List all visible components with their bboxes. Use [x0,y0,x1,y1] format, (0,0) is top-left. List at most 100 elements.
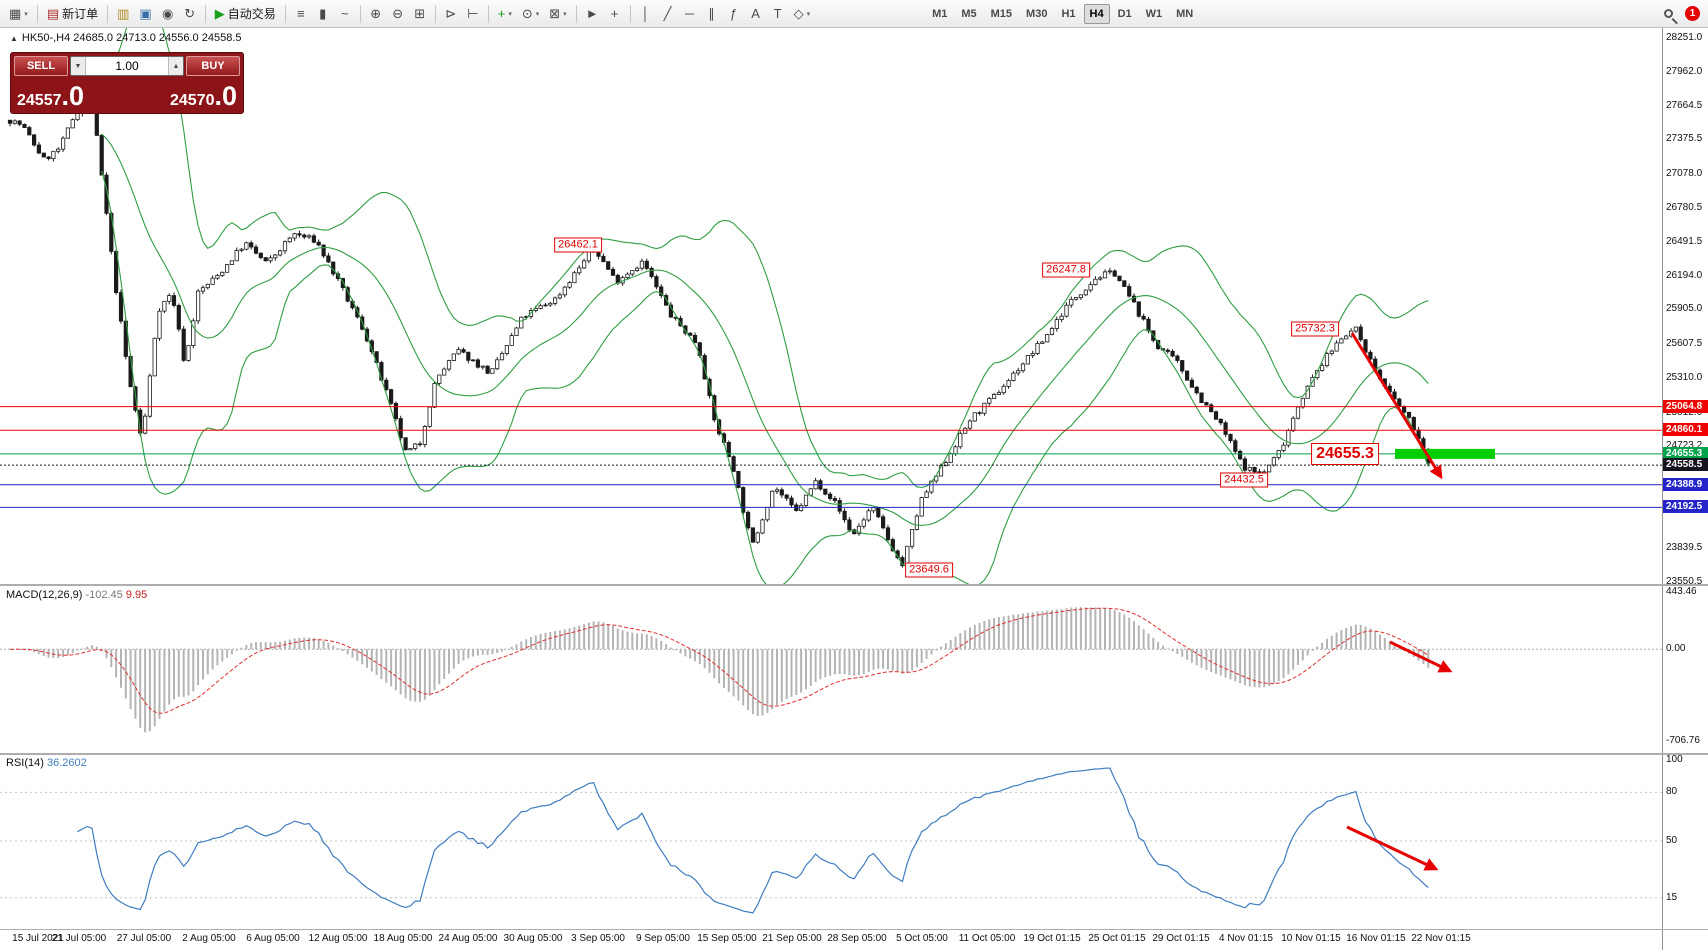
rsi-tick: 15 [1666,891,1678,903]
trade-panel-controls: SELL ▼ ▲ BUY [14,56,240,76]
horizontal-line-button[interactable]: ─ [680,3,700,25]
time-tick: 2 Aug 05:00 [182,933,236,944]
timeframe-h1-button[interactable]: H1 [1061,7,1076,20]
auto-trading-button[interactable]: ▶ 自动交易 [211,3,280,25]
time-tick: 21 Sep 05:00 [762,933,822,944]
volume-decrease-button[interactable]: ▼ [71,57,86,75]
price-tag-support: 24388.9 [1663,477,1708,491]
auto-scroll-button[interactable]: ⊳ [441,3,461,25]
zoom-out-button[interactable]: ⊖ [388,3,408,25]
indicators-button[interactable]: + ▾ [494,3,516,25]
search-button[interactable] [1658,3,1678,25]
market-watch-button[interactable]: ▣ [135,3,155,25]
time-tick: 25 Oct 01:15 [1088,933,1146,944]
refresh-icon: ↻ [184,6,196,21]
pane-separator-rsi[interactable] [0,753,1708,755]
sell-price[interactable]: 24557.0 [17,83,84,110]
templates-button[interactable]: ⊠ ▾ [545,3,570,25]
toolbar-separator [107,4,109,23]
time-tick: 3 Sep 05:00 [571,933,625,944]
toolbar-right: 1 [1657,0,1704,27]
main-toolbar: ▦ ▾ ▤ 新订单 ▥ ▣ ◉ ↻ ▶ 自动交易 ≡ ▮ ~ ⊕ ⊖ ⊞ ⊳ ⊢ + ▾ ⊙ ▾ ⊠ ▾ ► + │ ╱ ─ ∥ ƒ A T ◇ ▾… [0,0,1708,28]
profiles-icon: ▥ [117,6,130,21]
price-tick: 23550.5 [1666,575,1703,587]
zoom-in-icon: ⊕ [370,6,382,21]
text-label-button[interactable]: T [768,3,788,25]
toolbar-separator [284,4,286,23]
sell-button[interactable]: SELL [14,56,68,76]
cursor-button[interactable]: ► [582,3,603,25]
volume-input[interactable] [86,57,168,75]
channel-button[interactable]: ∥ [702,3,722,25]
panel-toggle-icon[interactable]: ▲ [10,33,18,43]
crosshair-button[interactable]: + [605,3,625,25]
new-order-button[interactable]: ▤ 新订单 [43,3,102,25]
time-tick: 10 Nov 01:15 [1281,933,1341,944]
timeframe-m1-button[interactable]: M1 [932,7,948,20]
trendline-icon: ╱ [663,6,672,21]
timeframe-mn-button[interactable]: MN [1176,7,1194,20]
price-axis[interactable]: 28251.0 27962.0 27664.5 27375.5 27078.0 26780… [1662,28,1708,950]
period-button[interactable]: ⊙ ▾ [518,3,543,25]
new-order-icon: ▤ [46,6,60,21]
timeframe-w1-button[interactable]: W1 [1145,7,1163,20]
buy-price-main: 24570 [169,92,215,109]
data-window-button[interactable]: ◉ [158,3,178,25]
horizontal-line-icon: ─ [684,6,695,21]
tile-windows-button[interactable]: ⊞ [410,3,430,25]
zoom-out-icon: ⊖ [392,6,404,21]
timeframe-d1-button[interactable]: D1 [1117,7,1132,20]
volume-increase-button[interactable]: ▲ [168,57,183,75]
buy-price[interactable]: 24570.0 [170,83,237,110]
chart-shift-button[interactable]: ⊢ [463,3,483,25]
text-icon: A [751,6,760,21]
chevron-down-icon: ▾ [563,10,567,18]
one-click-trading-panel: SELL ▼ ▲ BUY 24557.0 24570.0 [10,52,244,114]
rsi-tick: 50 [1666,835,1678,846]
price-tag-last-price: 24558.5 [1663,458,1708,472]
pane-separator-macd[interactable] [0,584,1708,586]
chevron-down-icon: ▾ [508,10,512,18]
toolbar-separator [575,4,577,23]
trade-panel-prices: 24557.0 24570.0 [14,76,240,110]
buy-button[interactable]: BUY [186,56,240,76]
new-chart-button[interactable]: ▦ ▾ [5,3,32,25]
line-chart-type-button[interactable]: ~ [335,3,355,25]
time-tick: 4 Nov 01:15 [1219,933,1273,944]
trendline-button[interactable]: ╱ [658,3,678,25]
time-tick: 15 Sep 05:00 [697,933,757,944]
bar-chart-type-button[interactable]: ≡ [291,3,311,25]
indicators-icon: + [497,6,506,21]
price-tick: 26491.5 [1666,235,1703,247]
toolbar-separator [434,4,436,23]
cursor-icon: ► [585,6,599,21]
toolbar-separator [359,4,361,23]
macd-signal-value: 9.95 [125,589,148,601]
vertical-line-button[interactable]: │ [636,3,656,25]
refresh-button[interactable]: ↻ [180,3,200,25]
tile-windows-icon: ⊞ [414,6,426,21]
swing-price-label: 26247.8 [1042,262,1090,278]
fibonacci-button[interactable]: ƒ [724,3,744,25]
timeframe-m5-button[interactable]: M5 [961,7,977,20]
timeframe-m30-button[interactable]: M30 [1026,7,1048,20]
time-tick: 22 Nov 01:15 [1411,933,1471,944]
bar-chart-type-icon: ≡ [296,6,305,21]
candlestick-type-button[interactable]: ▮ [313,3,333,25]
timeframe-h4-button[interactable]: H4 [1083,3,1110,24]
timeframe-m15-button[interactable]: M15 [990,7,1013,20]
timeframe-toolbar: M1 M5 M15 M30 H1 H4 D1 W1 MN [925,0,1200,27]
arrows-button[interactable]: ◇ ▾ [790,3,815,25]
time-tick: 9 Sep 05:00 [636,933,690,944]
rsi-tick: 100 [1666,754,1683,765]
profiles-button[interactable]: ▥ [113,3,133,25]
buy-price-fraction: .0 [214,81,237,111]
time-tick: 24 Aug 05:00 [438,933,498,944]
time-tick: 19 Oct 01:15 [1023,933,1081,944]
macd-name: MACD(12,26,9) [6,589,83,601]
zoom-in-button[interactable]: ⊕ [366,3,386,25]
notification-badge[interactable]: 1 [1685,6,1700,21]
text-button[interactable]: A [746,3,766,25]
price-tick: 27375.5 [1666,133,1703,145]
